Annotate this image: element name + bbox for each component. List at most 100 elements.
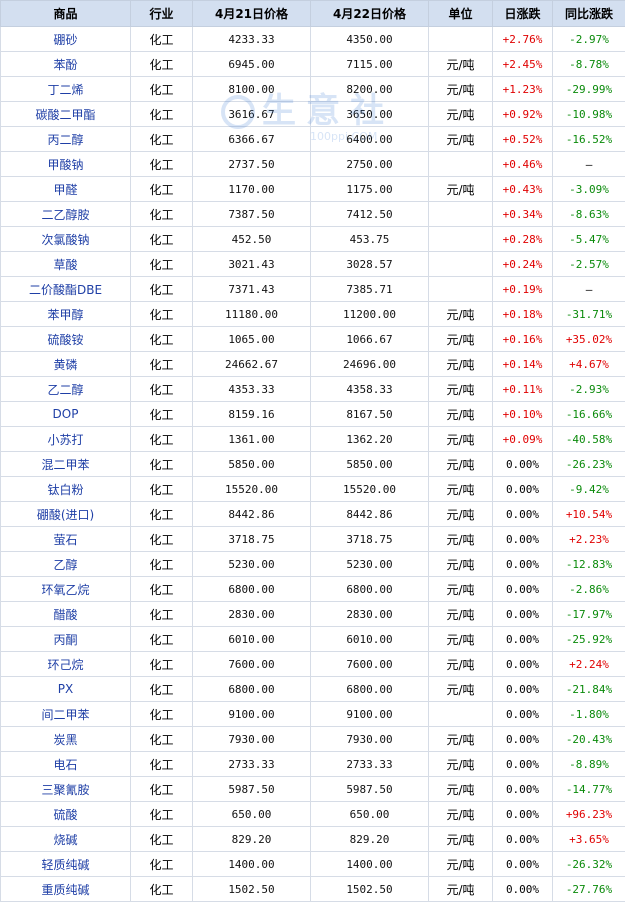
daily-change-cell: +0.92% [492, 101, 553, 127]
product-name-link[interactable]: 醋酸 [0, 601, 131, 627]
product-name-link[interactable]: 电石 [0, 751, 131, 777]
yoy-change-cell: -27.76% [552, 876, 625, 902]
price-apr22-cell: 8200.00 [310, 76, 429, 102]
industry-cell: 化工 [130, 476, 193, 502]
unit-cell [428, 201, 493, 227]
product-name-link[interactable]: 间二甲苯 [0, 701, 131, 727]
product-name-link[interactable]: PX [0, 676, 131, 702]
table-row: 丙酮 化工 6010.00 6010.00 元/吨 0.00% -25.92% [0, 626, 625, 652]
product-name-link[interactable]: 碳酸二甲酯 [0, 101, 131, 127]
product-name-link[interactable]: 钛白粉 [0, 476, 131, 502]
price-apr22-cell: 2830.00 [310, 601, 429, 627]
industry-cell: 化工 [130, 176, 193, 202]
daily-change-cell: 0.00% [492, 576, 553, 602]
unit-cell: 元/吨 [428, 601, 493, 627]
product-name-link[interactable]: 乙醇 [0, 551, 131, 577]
price-apr22-cell: 7600.00 [310, 651, 429, 677]
industry-cell: 化工 [130, 626, 193, 652]
product-name-link[interactable]: 草酸 [0, 251, 131, 277]
product-name-link[interactable]: 硫酸铵 [0, 326, 131, 352]
yoy-change-cell: -1.80% [552, 701, 625, 727]
price-apr21-cell: 8442.86 [192, 501, 311, 527]
header-price-apr21: 4月21日价格 [192, 0, 311, 27]
product-name-link[interactable]: 黄磷 [0, 351, 131, 377]
table-row: DOP 化工 8159.16 8167.50 元/吨 +0.10% -16.66% [0, 401, 625, 427]
table-row: 乙二醇 化工 4353.33 4358.33 元/吨 +0.11% -2.93% [0, 376, 625, 402]
yoy-change-cell: -8.89% [552, 751, 625, 777]
product-name-link[interactable]: 硫酸 [0, 801, 131, 827]
product-name-link[interactable]: 环氧乙烷 [0, 576, 131, 602]
yoy-change-cell: -20.43% [552, 726, 625, 752]
yoy-change-cell: -16.66% [552, 401, 625, 427]
price-apr21-cell: 4353.33 [192, 376, 311, 402]
product-name-link[interactable]: 炭黑 [0, 726, 131, 752]
table-row: 甲酸钠 化工 2737.50 2750.00 +0.46% — [0, 151, 625, 177]
unit-cell: 元/吨 [428, 51, 493, 77]
product-name-link[interactable]: 二价酸酯DBE [0, 276, 131, 302]
daily-change-cell: +0.09% [492, 426, 553, 452]
industry-cell: 化工 [130, 576, 193, 602]
price-apr22-cell: 3028.57 [310, 251, 429, 277]
product-name-link[interactable]: 烧碱 [0, 826, 131, 852]
product-name-link[interactable]: 重质纯碱 [0, 876, 131, 902]
daily-change-cell: +0.24% [492, 251, 553, 277]
yoy-change-cell: -9.42% [552, 476, 625, 502]
price-apr21-cell: 1361.00 [192, 426, 311, 452]
price-apr21-cell: 3616.67 [192, 101, 311, 127]
table-row: 环己烷 化工 7600.00 7600.00 元/吨 0.00% +2.24% [0, 651, 625, 677]
product-name-link[interactable]: 苯酚 [0, 51, 131, 77]
industry-cell: 化工 [130, 501, 193, 527]
yoy-change-cell: -2.93% [552, 376, 625, 402]
price-apr22-cell: 5230.00 [310, 551, 429, 577]
price-apr21-cell: 829.20 [192, 826, 311, 852]
price-apr21-cell: 2830.00 [192, 601, 311, 627]
product-name-link[interactable]: 丙二醇 [0, 126, 131, 152]
table-row: 黄磷 化工 24662.67 24696.00 元/吨 +0.14% +4.67% [0, 351, 625, 377]
yoy-change-cell: +4.67% [552, 351, 625, 377]
product-name-link[interactable]: 甲醛 [0, 176, 131, 202]
price-apr22-cell: 5850.00 [310, 451, 429, 477]
yoy-change-cell: — [552, 276, 625, 302]
product-name-link[interactable]: 萤石 [0, 526, 131, 552]
product-name-link[interactable]: 三聚氰胺 [0, 776, 131, 802]
product-name-link[interactable]: 混二甲苯 [0, 451, 131, 477]
unit-cell: 元/吨 [428, 551, 493, 577]
yoy-change-cell: -2.57% [552, 251, 625, 277]
product-name-link[interactable]: 环己烷 [0, 651, 131, 677]
unit-cell: 元/吨 [428, 776, 493, 802]
product-name-link[interactable]: 硼砂 [0, 26, 131, 52]
product-name-link[interactable]: 轻质纯碱 [0, 851, 131, 877]
product-name-link[interactable]: 小苏打 [0, 426, 131, 452]
unit-cell: 元/吨 [428, 301, 493, 327]
product-name-link[interactable]: 丙酮 [0, 626, 131, 652]
yoy-change-cell: -29.99% [552, 76, 625, 102]
price-apr22-cell: 829.20 [310, 826, 429, 852]
price-apr22-cell: 1502.50 [310, 876, 429, 902]
price-apr22-cell: 7385.71 [310, 276, 429, 302]
price-apr22-cell: 8167.50 [310, 401, 429, 427]
table-row: 电石 化工 2733.33 2733.33 元/吨 0.00% -8.89% [0, 751, 625, 777]
product-name-link[interactable]: 乙二醇 [0, 376, 131, 402]
product-name-link[interactable]: 丁二烯 [0, 76, 131, 102]
product-name-link[interactable]: 甲酸钠 [0, 151, 131, 177]
product-name-link[interactable]: DOP [0, 401, 131, 427]
table-row: 环氧乙烷 化工 6800.00 6800.00 元/吨 0.00% -2.86% [0, 576, 625, 602]
industry-cell: 化工 [130, 226, 193, 252]
industry-cell: 化工 [130, 26, 193, 52]
product-name-link[interactable]: 次氯酸钠 [0, 226, 131, 252]
product-name-link[interactable]: 二乙醇胺 [0, 201, 131, 227]
header-product: 商品 [0, 0, 131, 27]
yoy-change-cell: -8.78% [552, 51, 625, 77]
yoy-change-cell: -16.52% [552, 126, 625, 152]
product-name-link[interactable]: 硼酸(进口) [0, 501, 131, 527]
unit-cell: 元/吨 [428, 126, 493, 152]
daily-change-cell: +0.34% [492, 201, 553, 227]
table-row: 三聚氰胺 化工 5987.50 5987.50 元/吨 0.00% -14.77% [0, 776, 625, 802]
price-apr21-cell: 6366.67 [192, 126, 311, 152]
daily-change-cell: +0.52% [492, 126, 553, 152]
table-row: 苯甲醇 化工 11180.00 11200.00 元/吨 +0.18% -31.71% [0, 301, 625, 327]
product-name-link[interactable]: 苯甲醇 [0, 301, 131, 327]
daily-change-cell: +1.23% [492, 76, 553, 102]
daily-change-cell: +0.18% [492, 301, 553, 327]
price-apr21-cell: 1065.00 [192, 326, 311, 352]
